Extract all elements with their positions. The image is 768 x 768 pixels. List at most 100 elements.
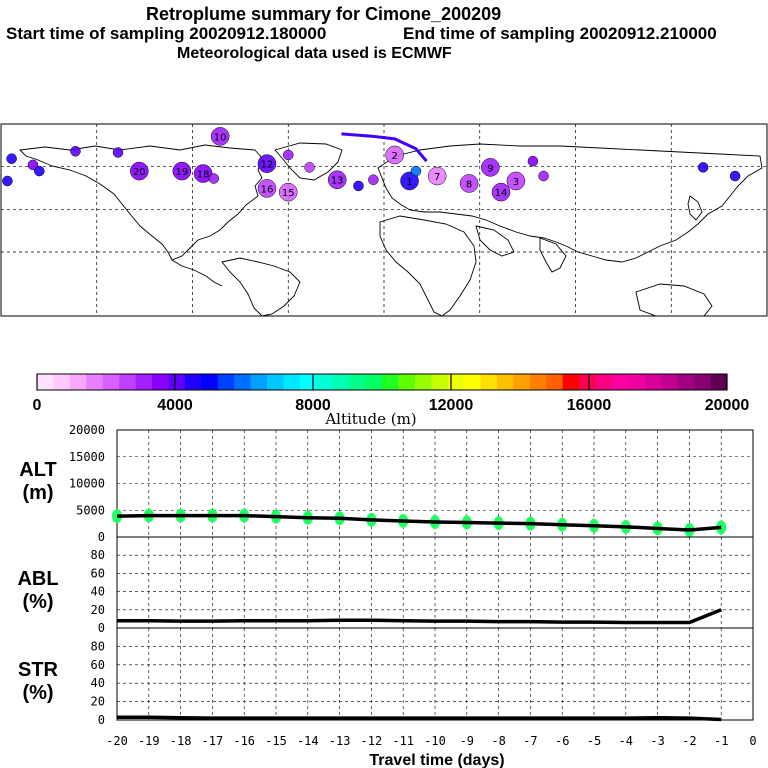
plume-marker xyxy=(279,182,298,202)
str-series-line xyxy=(117,715,722,722)
central-america-coast xyxy=(171,259,223,287)
plume-marker xyxy=(70,146,81,157)
xtick-label: -14 xyxy=(297,734,319,748)
plume-marker xyxy=(304,162,315,173)
colorbar-cell xyxy=(644,374,662,390)
colorbar-cell xyxy=(316,374,334,390)
plume-marker xyxy=(527,155,539,167)
colorbar-cell xyxy=(299,374,317,390)
colorbar-cell xyxy=(267,374,284,390)
xtick-label: -18 xyxy=(170,734,192,748)
colorbar-tick-label: 4000 xyxy=(157,397,193,414)
abl-ytick-label: 40 xyxy=(91,585,105,599)
xtick-label: -8 xyxy=(491,734,505,748)
str-ytick-label: 60 xyxy=(91,658,105,672)
colorbar-cell xyxy=(661,374,679,390)
xtick-label: -17 xyxy=(202,734,224,748)
plume-marker-label: 2 xyxy=(391,151,397,162)
xtick-label: -12 xyxy=(361,734,383,748)
plume-marker xyxy=(506,171,526,191)
str-ytick-label: 80 xyxy=(91,639,105,653)
colorbar-cell xyxy=(217,374,235,390)
plume-marker-label: 15 xyxy=(282,188,295,199)
xtick-label: -13 xyxy=(329,734,351,748)
plume-marker-label: 12 xyxy=(261,160,274,171)
india-coast xyxy=(539,237,567,273)
xtick-label: -5 xyxy=(587,734,601,748)
sampling-start-label: Start time of sampling 20020912.180000 xyxy=(6,24,327,43)
plume-marker-label: 3 xyxy=(513,177,519,188)
colorbar-cell xyxy=(480,374,498,390)
alt-ytick-label: 0 xyxy=(98,530,105,544)
abl-series-line xyxy=(117,608,722,625)
str-ytick-label: 40 xyxy=(91,676,105,690)
alt-series-line xyxy=(116,513,722,532)
plume-marker-label: 14 xyxy=(495,188,508,199)
arabia-coast xyxy=(475,225,515,257)
colorbar-cell xyxy=(694,374,711,390)
xtick-label: -2 xyxy=(682,734,696,748)
str-axis-label: STR xyxy=(18,659,59,681)
plume-marker xyxy=(172,161,192,181)
xtick-label: -9 xyxy=(460,734,474,748)
sampling-end-label: End time of sampling 20020912.210000 xyxy=(403,24,717,43)
plume-marker-label: 18 xyxy=(197,170,210,181)
plume-marker-label: 19 xyxy=(175,167,188,178)
abl-axis-unit: (%) xyxy=(22,591,53,613)
colorbar-tick-label: 20000 xyxy=(705,397,750,414)
plume-marker xyxy=(208,173,220,184)
colorbar-cell xyxy=(349,374,366,390)
abl-ytick-label: 80 xyxy=(91,548,105,562)
plume-marker-label: 16 xyxy=(261,184,274,195)
eurasia-coast xyxy=(377,143,763,263)
colorbar-cell xyxy=(102,374,120,390)
colorbar-tick-label: 8000 xyxy=(295,397,331,414)
plume-marker xyxy=(283,149,294,161)
chart-title: Retroplume summary for Cimone_200209 xyxy=(146,4,502,24)
plume-marker xyxy=(385,145,404,165)
colorbar-cell xyxy=(135,374,153,390)
xtick-label: -6 xyxy=(555,734,569,748)
plume-marker xyxy=(368,174,379,185)
x-axis-label: Travel time (days) xyxy=(369,752,504,768)
colorbar-cell xyxy=(431,374,449,390)
colorbar-cell xyxy=(184,374,202,390)
colorbar-cell xyxy=(497,374,514,390)
altitude-colorbar: 0 4000 8000 12000 16000 20000 Altitude (m) xyxy=(33,373,750,428)
colorbar-cell xyxy=(447,374,465,390)
str-ytick-label: 20 xyxy=(91,695,105,709)
colorbar-cell xyxy=(119,374,136,390)
alt-axis-unit: (m) xyxy=(22,482,53,504)
colorbar-cell xyxy=(201,374,219,390)
colorbar-cell xyxy=(86,374,104,390)
plume-marker-label: 1 xyxy=(406,177,412,188)
abl-ytick-label: 20 xyxy=(91,603,105,617)
colorbar-cell xyxy=(677,374,695,390)
colorbar-cell xyxy=(250,374,268,390)
plume-marker xyxy=(210,127,230,146)
coastlines xyxy=(19,142,763,317)
plume-marker xyxy=(481,158,500,177)
plume-marker-label: 10 xyxy=(214,132,227,143)
xtick-label: -19 xyxy=(138,734,160,748)
colorbar-cell xyxy=(529,374,547,390)
plume-marker xyxy=(459,174,479,193)
str-axis-unit: (%) xyxy=(22,682,53,704)
alt-panel: 20000 15000 10000 5000 0 ALT(m) xyxy=(19,423,754,544)
colorbar-cell xyxy=(382,374,399,390)
xtick-label: -15 xyxy=(265,734,287,748)
xtick-label: -3 xyxy=(650,734,664,748)
colorbar-cell xyxy=(579,374,596,390)
xtick-label: -11 xyxy=(392,734,414,748)
colorbar-cell xyxy=(628,374,646,390)
australia-coast xyxy=(635,283,713,317)
abl-panel: 80 60 40 20 0 ABL(%) xyxy=(17,536,754,635)
plume-marker xyxy=(353,180,364,192)
plume-markers: 20 19 18 10 12 16 15 13 2 1 7 8 9 14 3 xyxy=(2,127,741,202)
plume-marker xyxy=(34,165,45,177)
colorbar-cell xyxy=(398,374,416,390)
plume-marker xyxy=(538,170,549,182)
africa-coast xyxy=(379,215,477,317)
